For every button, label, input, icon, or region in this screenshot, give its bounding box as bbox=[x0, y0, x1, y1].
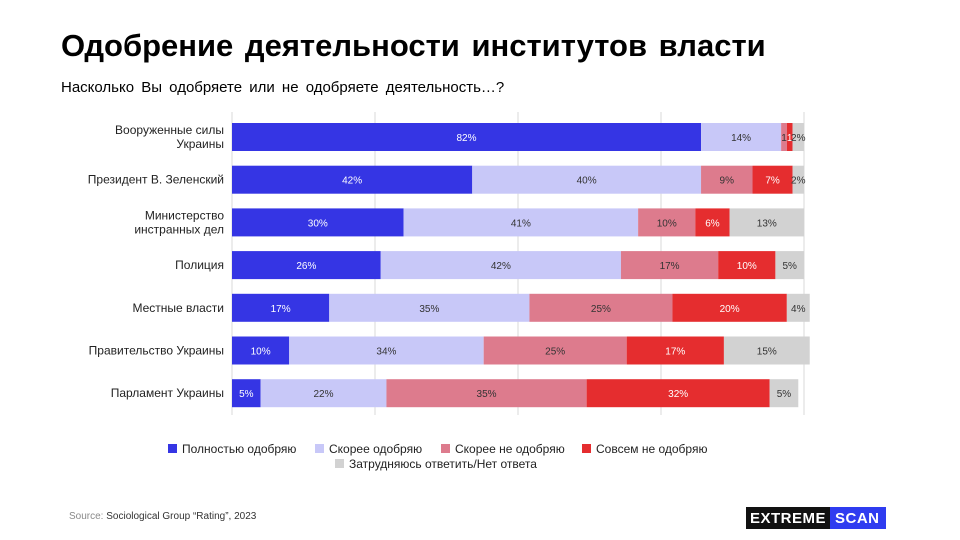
data-label: 7% bbox=[765, 176, 780, 187]
bar-segment bbox=[638, 208, 696, 237]
data-label: 10% bbox=[251, 347, 271, 358]
data-label: 42% bbox=[491, 261, 511, 272]
data-label: 17% bbox=[271, 304, 291, 315]
bar-segment bbox=[620, 251, 719, 280]
bar-segment bbox=[529, 293, 673, 322]
category-label: Полиция bbox=[175, 258, 224, 272]
bar-segment bbox=[483, 336, 627, 365]
data-label: 13% bbox=[757, 218, 777, 229]
chart-subtitle: Насколько Вы одобряете или не одобряете … bbox=[61, 79, 505, 96]
data-label: 1 bbox=[781, 133, 787, 144]
bar-segment bbox=[232, 293, 330, 322]
bar-segment bbox=[232, 336, 290, 365]
data-label: 17% bbox=[665, 347, 685, 358]
data-label: 42% bbox=[342, 176, 362, 187]
category-label: Президент В. Зеленский bbox=[88, 173, 224, 187]
data-label: 5% bbox=[777, 389, 792, 400]
bar-segment bbox=[792, 123, 804, 151]
legend-label: Затрудняюсь ответить/Нет ответа bbox=[349, 457, 537, 471]
data-label: 25% bbox=[591, 304, 611, 315]
data-label: 10% bbox=[657, 218, 677, 229]
data-label: 41% bbox=[511, 218, 531, 229]
data-label: 2% bbox=[791, 133, 806, 144]
data-label: 32% bbox=[668, 389, 688, 400]
bar-segment bbox=[781, 123, 787, 151]
bar-segment bbox=[232, 379, 261, 408]
bar-segment bbox=[775, 251, 804, 280]
bar-segment bbox=[769, 379, 799, 408]
legend-label: Полностью одобряю bbox=[182, 442, 296, 456]
bar-segment bbox=[786, 293, 810, 322]
bar-segment bbox=[701, 165, 753, 194]
data-label: 30% bbox=[308, 218, 328, 229]
bar-segment bbox=[695, 208, 730, 237]
data-label: 5% bbox=[239, 389, 254, 400]
page-title: Одобрение деятельности институтов власти bbox=[61, 28, 766, 63]
data-label: 15% bbox=[757, 347, 777, 358]
legend-label: Совсем не одобряю bbox=[596, 442, 707, 456]
bar-segment bbox=[386, 379, 587, 408]
bar-segment bbox=[729, 208, 804, 237]
source-text: Sociological Group “Rating”, 2023 bbox=[106, 511, 257, 522]
legend-swatch bbox=[315, 444, 324, 453]
data-label: 1 bbox=[787, 133, 793, 144]
bar-segment bbox=[260, 379, 387, 408]
data-label: 17% bbox=[660, 261, 680, 272]
data-label: 10% bbox=[737, 261, 757, 272]
data-label: 4% bbox=[791, 304, 806, 315]
data-label: 35% bbox=[477, 389, 497, 400]
legend-swatch bbox=[168, 444, 177, 453]
bar-segment bbox=[786, 123, 793, 151]
category-label: Министерство инстранных дел bbox=[134, 208, 224, 236]
legend-swatch bbox=[335, 459, 344, 468]
bar-segment bbox=[289, 336, 484, 365]
logo-part-scan: SCAN bbox=[830, 507, 886, 529]
logo-part-extreme: EXTREME bbox=[746, 507, 831, 529]
bar-segment bbox=[232, 251, 381, 280]
extreme-scan-logo: EXTREME SCAN bbox=[746, 507, 886, 529]
legend-swatch bbox=[441, 444, 450, 453]
data-label: 20% bbox=[720, 304, 740, 315]
bar-segment bbox=[752, 165, 793, 194]
data-label: 22% bbox=[314, 389, 334, 400]
data-label: 26% bbox=[296, 261, 316, 272]
data-label: 6% bbox=[705, 218, 720, 229]
bar-segment bbox=[718, 251, 776, 280]
bar-segment bbox=[723, 336, 810, 365]
bar-segment bbox=[701, 123, 782, 151]
data-label: 9% bbox=[720, 176, 735, 187]
category-label: Правительство Украины bbox=[89, 344, 224, 358]
category-label: Местные власти bbox=[132, 301, 224, 315]
bar-segment bbox=[232, 208, 404, 237]
bar-segment bbox=[792, 165, 804, 194]
data-label: 82% bbox=[457, 133, 477, 144]
bar-segment bbox=[329, 293, 530, 322]
bar-segment bbox=[586, 379, 770, 408]
category-label: Парламент Украины bbox=[111, 386, 224, 400]
legend-label: Скорее одобряю bbox=[329, 442, 422, 456]
bar-segment bbox=[672, 293, 787, 322]
bar-segment bbox=[380, 251, 621, 280]
data-label: 35% bbox=[419, 304, 439, 315]
legend-swatch bbox=[582, 444, 591, 453]
data-label: 25% bbox=[545, 347, 565, 358]
bar-segment bbox=[232, 165, 473, 194]
bar-segment bbox=[472, 165, 702, 194]
source-note: Source: Sociological Group “Rating”, 202… bbox=[69, 511, 256, 522]
data-label: 14% bbox=[731, 133, 751, 144]
source-label: Source: bbox=[69, 511, 104, 522]
bar-segment bbox=[232, 123, 702, 151]
data-label: 2% bbox=[791, 176, 806, 187]
category-label: Вооруженные силы Украины bbox=[115, 123, 224, 151]
data-label: 40% bbox=[577, 176, 597, 187]
data-label: 34% bbox=[376, 347, 396, 358]
bar-segment bbox=[626, 336, 724, 365]
data-label: 5% bbox=[782, 261, 797, 272]
bar-segment bbox=[403, 208, 639, 237]
legend-label: Скорее не одобряю bbox=[455, 442, 565, 456]
